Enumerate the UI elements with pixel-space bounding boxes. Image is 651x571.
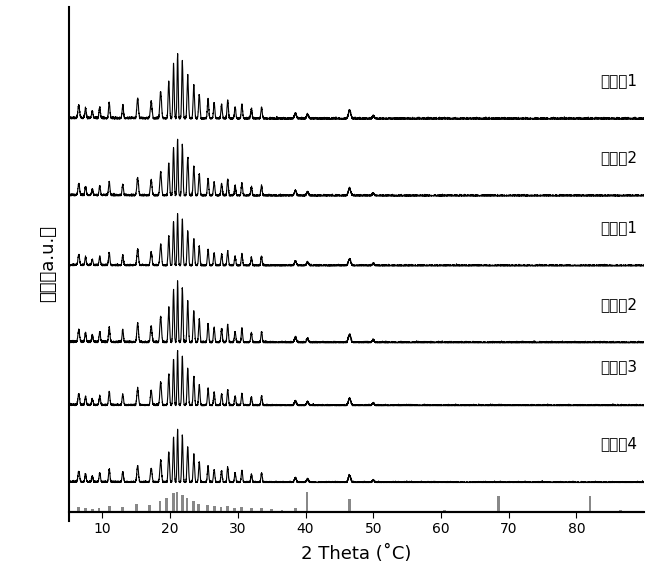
Bar (159, 501, 161, 512)
Bar (193, 501, 195, 512)
X-axis label: 2 Theta (˚C): 2 Theta (˚C) (301, 545, 411, 563)
Bar (181, 495, 184, 512)
Bar (348, 499, 351, 512)
Bar (108, 506, 111, 512)
Bar (172, 493, 175, 512)
Bar (206, 505, 209, 512)
Bar (219, 507, 222, 512)
Bar (270, 509, 273, 512)
Bar (589, 496, 591, 512)
Bar (84, 508, 87, 512)
Text: 对比例4: 对比例4 (600, 437, 637, 452)
Bar (260, 508, 263, 512)
Bar (294, 508, 297, 512)
Bar (497, 496, 500, 512)
Text: 对比例2: 对比例2 (600, 297, 637, 312)
Bar (176, 492, 178, 512)
Bar (213, 506, 215, 512)
Bar (250, 508, 253, 512)
Bar (186, 498, 188, 512)
Bar (91, 509, 94, 512)
Text: 实施例2: 实施例2 (600, 150, 637, 165)
Bar (305, 492, 309, 512)
Bar (281, 509, 283, 512)
Bar (135, 504, 137, 512)
Bar (619, 509, 622, 512)
Bar (227, 506, 229, 512)
Bar (122, 507, 124, 512)
Bar (240, 507, 243, 512)
Bar (443, 510, 446, 512)
Bar (98, 508, 100, 512)
Y-axis label: 强度（a.u.）: 强度（a.u.） (40, 226, 57, 303)
Text: 对比例1: 对比例1 (600, 73, 637, 88)
Bar (197, 504, 200, 512)
Bar (165, 498, 168, 512)
Text: 对比例3: 对比例3 (600, 360, 637, 375)
Bar (148, 505, 151, 512)
Bar (77, 507, 80, 512)
Text: 实施例1: 实施例1 (600, 220, 637, 235)
Bar (233, 508, 236, 512)
